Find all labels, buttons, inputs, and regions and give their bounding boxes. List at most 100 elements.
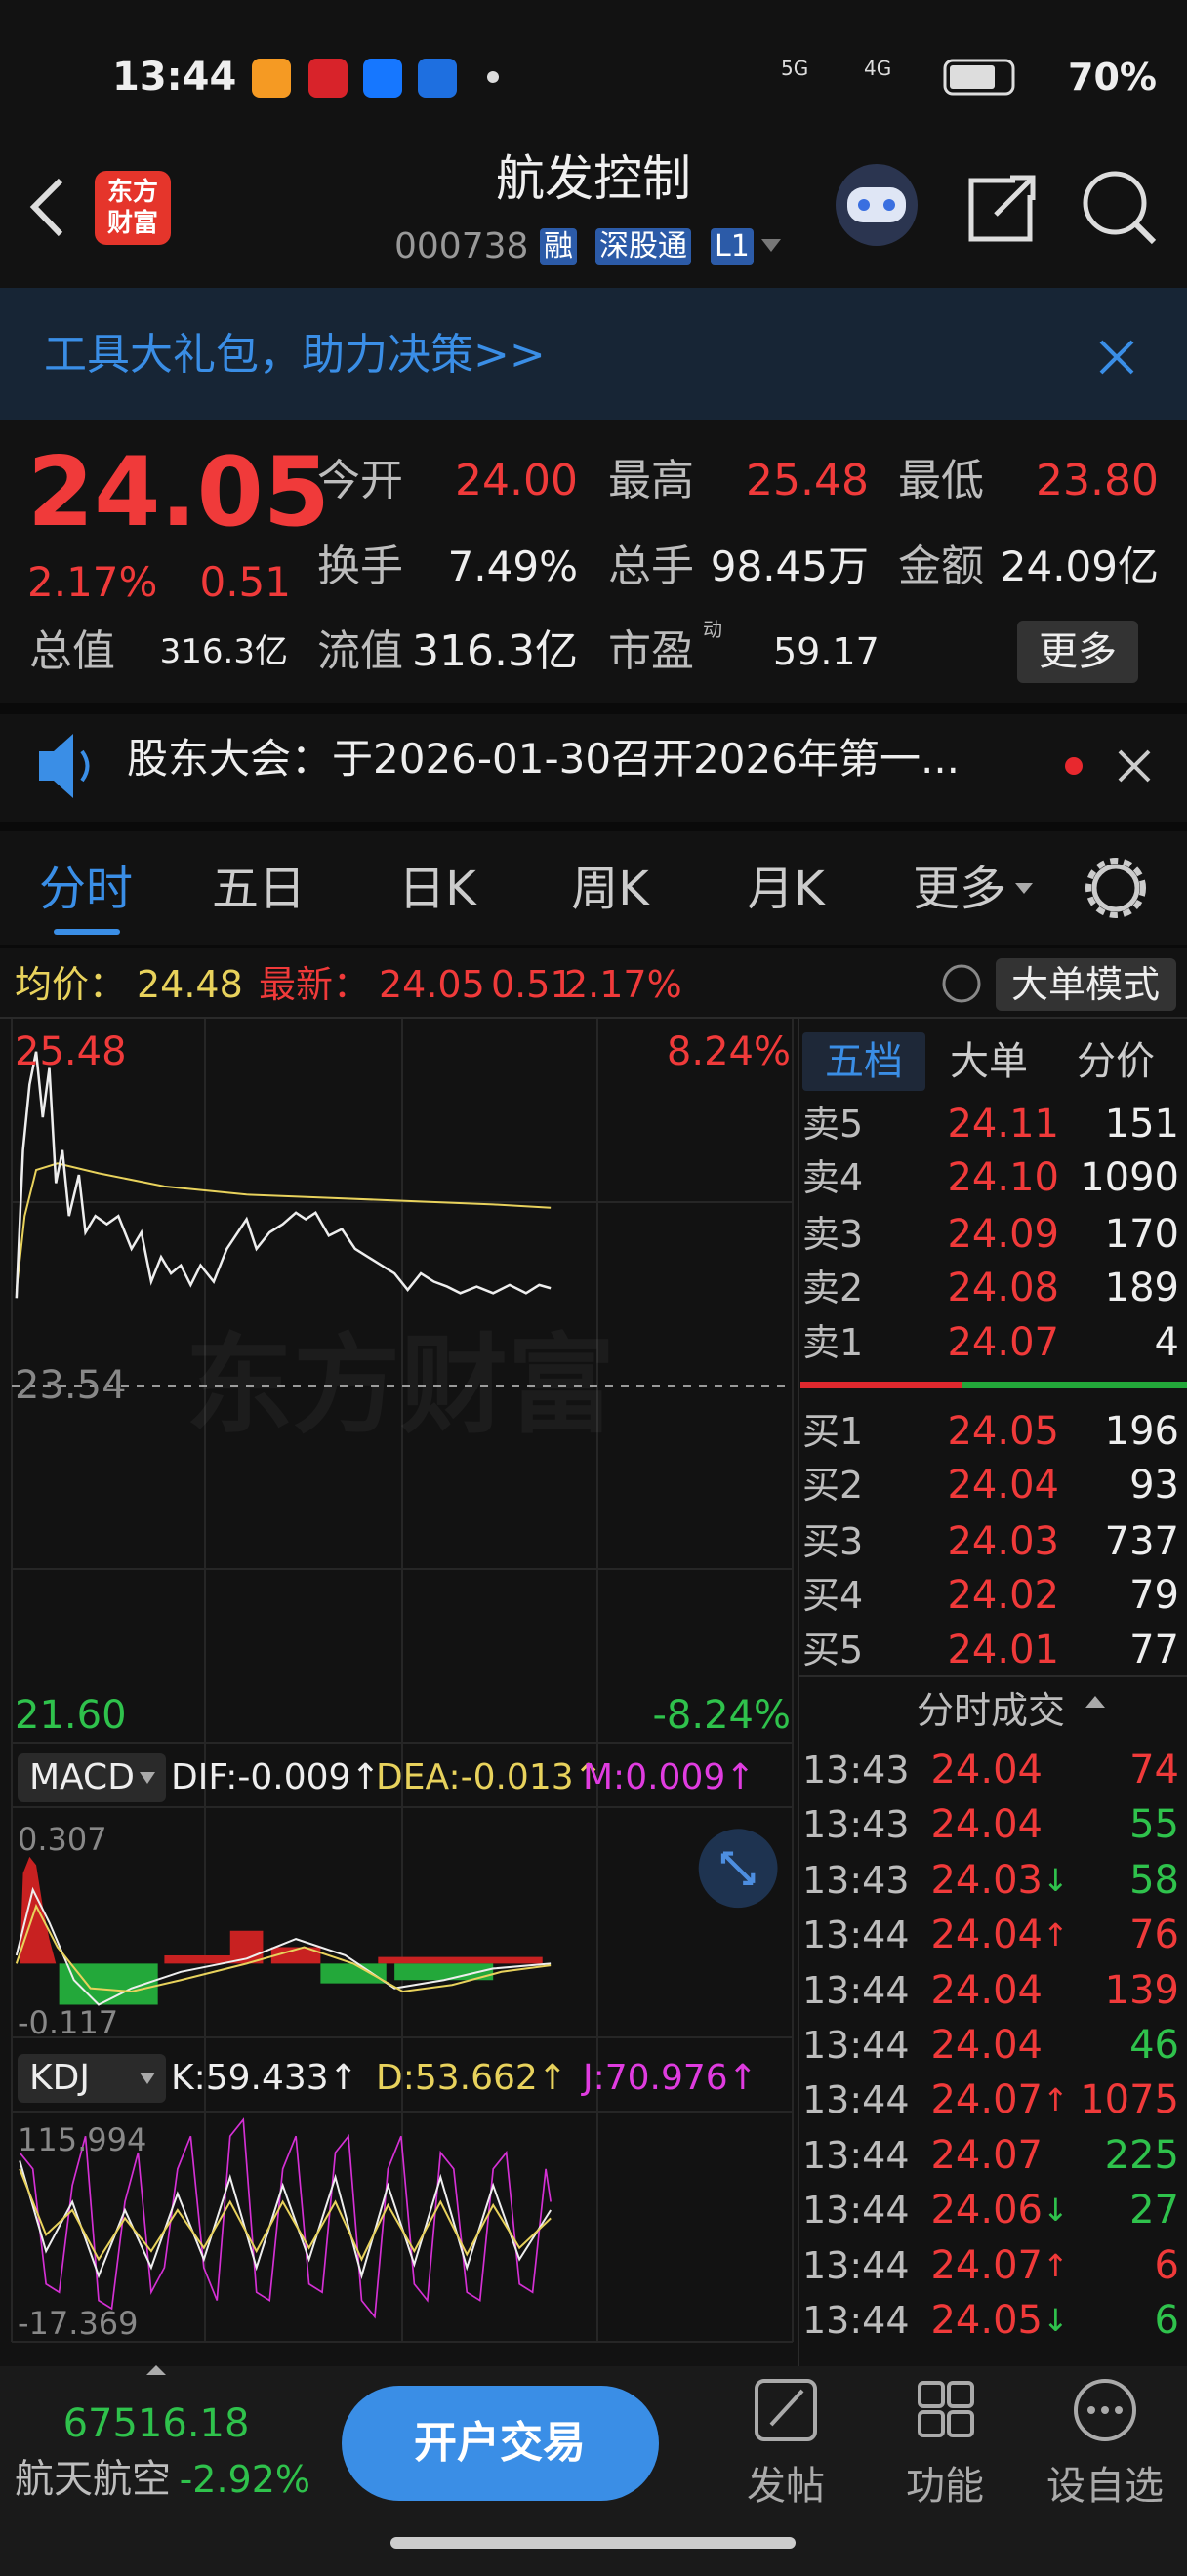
book-volume: 196	[1104, 1409, 1179, 1454]
trade-volume: 58	[1129, 1857, 1179, 1903]
more-button[interactable]: 更多	[1017, 621, 1138, 683]
stat-label: 总值	[29, 626, 115, 676]
trade-price: 24.04	[930, 2023, 1043, 2068]
trade-direction: ↓	[1043, 2192, 1069, 2230]
axis-high: 25.48	[15, 1029, 127, 1074]
icon-shape	[0, 703, 1187, 714]
bottom-action[interactable]: 设自选	[1046, 2464, 1164, 2509]
stat-value: 7.49%	[447, 543, 578, 590]
trade-direction: ↑	[1043, 2081, 1069, 2119]
trade-time: 13:44	[802, 1968, 910, 2012]
index-change: -2.92%	[179, 2458, 310, 2501]
status-time: 13:44	[112, 55, 237, 100]
trade-volume: 46	[1129, 2023, 1179, 2068]
trade-direction: ↑	[1043, 2246, 1069, 2284]
stat-label: 总手	[608, 542, 694, 591]
book-price: 24.05	[947, 1409, 1059, 1454]
icon-shape	[19, 2117, 552, 2319]
stat-value: 24.09亿	[1000, 543, 1159, 590]
axis-mid: 23.54	[15, 1363, 127, 1408]
trade-time: 13:43	[802, 1749, 910, 1791]
trades-title[interactable]: 分时成交	[916, 1689, 1066, 1732]
trade-price: 24.04	[930, 1802, 1043, 1848]
chart-tab[interactable]: 日K	[398, 862, 476, 916]
trade-volume: 55	[1129, 1802, 1179, 1848]
trade-time: 13:44	[802, 2024, 910, 2067]
notice-text[interactable]: 股东大会：于2026-01-30召开2026年第一...	[127, 735, 961, 783]
icon-shape	[342, 2386, 659, 2501]
icon-shape	[19, 2168, 552, 2262]
trade-time: 13:44	[802, 2078, 910, 2122]
axis-low-pct: -8.24%	[652, 1693, 791, 1738]
bottom-action[interactable]: 功能	[906, 2464, 984, 2509]
book-level: 卖5	[802, 1103, 864, 1146]
stat-superscript: 动	[703, 618, 722, 641]
bottom-action[interactable]: 发帖	[747, 2464, 825, 2509]
network-type: 5G	[781, 57, 809, 80]
indicator-value: DIF:-0.009↑	[171, 1757, 381, 1797]
change-percent: 2.17%	[564, 963, 682, 1006]
chart-tab[interactable]: 五日	[211, 862, 307, 916]
icon-shape	[1118, 749, 1151, 783]
chart-tab[interactable]: 月K	[747, 862, 825, 916]
book-level: 卖3	[802, 1213, 864, 1256]
chart-tab[interactable]: 周K	[571, 862, 649, 916]
icon-shape	[720, 1851, 756, 1885]
trade-volume: 27	[1129, 2188, 1179, 2234]
last-price: 24.05	[27, 437, 330, 548]
trade-volume: 139	[1104, 1967, 1179, 2013]
book-level: 卖4	[802, 1156, 864, 1199]
book-tab[interactable]: 分价	[1077, 1039, 1155, 1084]
icon-shape	[1074, 2379, 1136, 2441]
icon-shape	[755, 2379, 817, 2441]
trade-volume: 74	[1129, 1748, 1179, 1792]
icon-shape	[761, 239, 781, 252]
index-value: 67516.18	[62, 2401, 250, 2446]
mode-button[interactable]: 大单模式	[1010, 963, 1161, 1006]
stock-name: 航发控制	[496, 150, 691, 207]
book-tab[interactable]: 大单	[950, 1039, 1028, 1084]
icon-shape	[942, 964, 981, 1003]
chart-tab[interactable]: 更多	[912, 862, 1007, 916]
network-type: 4G	[864, 57, 892, 80]
stock-tag: L1	[711, 228, 754, 265]
icon-shape	[140, 1772, 155, 1784]
stat-value: 23.80	[1036, 456, 1159, 505]
book-level: 买5	[802, 1629, 864, 1671]
icon-shape	[1091, 864, 1140, 912]
icon-shape	[1099, 340, 1134, 375]
book-level: 买1	[802, 1410, 864, 1453]
book-volume: 1090	[1080, 1155, 1179, 1200]
trade-time: 13:43	[802, 1803, 910, 1847]
trade-price: 24.07	[930, 2242, 1043, 2288]
indicator-name[interactable]: KDJ	[29, 2058, 90, 2098]
icon-shape	[1065, 757, 1083, 775]
book-volume: 151	[1104, 1102, 1179, 1147]
open-account-button[interactable]: 开户交易	[414, 2418, 586, 2468]
axis-low: 21.60	[15, 1693, 127, 1738]
trade-price: 24.04	[930, 1967, 1043, 2013]
book-tab[interactable]: 五档	[825, 1039, 903, 1084]
icon-shape	[962, 1382, 1187, 1388]
stat-label: 换手	[317, 542, 403, 591]
indicator-name[interactable]: MACD	[29, 1757, 135, 1797]
indicator-min: -0.117	[18, 2004, 119, 2041]
book-level: 卖2	[802, 1267, 864, 1309]
battery-level: 70%	[1068, 56, 1157, 99]
promo-banner[interactable]: 工具大礼包，助力决策>>	[44, 330, 546, 380]
icon-shape	[308, 59, 348, 98]
stat-value: 316.3亿	[412, 626, 578, 676]
icon-shape	[18, 1753, 166, 1802]
stat-value: 24.00	[455, 456, 578, 505]
trade-price: 24.07	[930, 2132, 1043, 2178]
icon-shape	[15, 1886, 552, 2006]
logo-text: 财富	[106, 209, 159, 238]
trade-time: 13:44	[802, 2243, 910, 2287]
change-percent: 2.17%	[27, 558, 158, 606]
chart-tab[interactable]: 分时	[38, 862, 134, 916]
trade-volume: 76	[1129, 1912, 1179, 1958]
last-price: 24.05	[379, 963, 485, 1006]
stat-value: 25.48	[746, 456, 869, 505]
icon-shape	[1087, 2406, 1095, 2414]
stat-label: 流值	[317, 626, 403, 676]
